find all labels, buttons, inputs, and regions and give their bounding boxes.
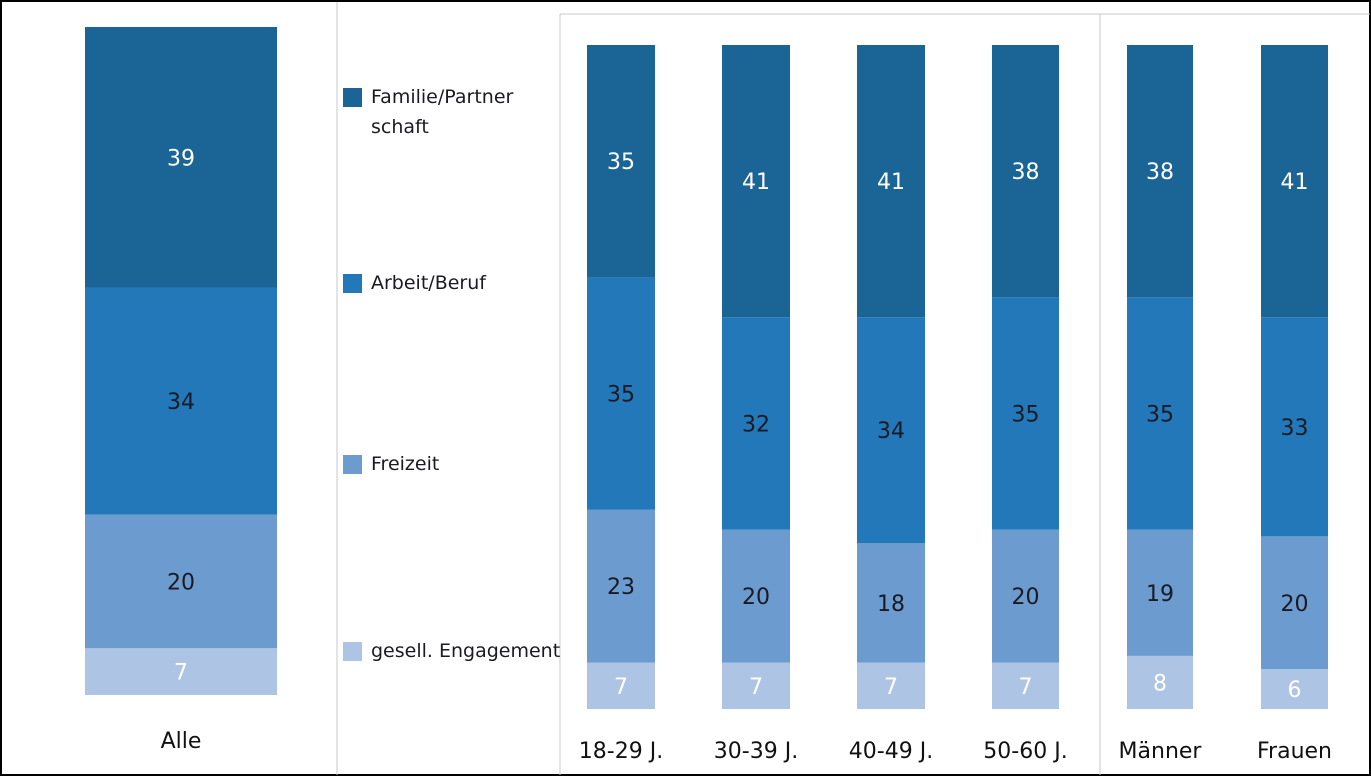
data-label: 34 — [877, 419, 905, 444]
bar-segment — [992, 297, 1059, 530]
bar-segment — [1261, 669, 1328, 709]
data-label: 7 — [884, 675, 898, 700]
data-label: 20 — [742, 585, 770, 610]
bar-segment — [587, 509, 655, 663]
x-tick-label: Alle — [161, 729, 202, 754]
legend-label: gesell. Engagement — [371, 640, 561, 662]
data-label: 39 — [167, 146, 195, 171]
data-label: 32 — [742, 412, 770, 437]
x-tick-label: 18-29 J. — [579, 739, 663, 764]
data-label: 7 — [174, 661, 188, 686]
data-label: 7 — [614, 675, 628, 700]
bar-segment — [722, 317, 790, 530]
data-label: 35 — [1146, 403, 1174, 428]
bar-segment — [857, 45, 925, 318]
data-label: 6 — [1288, 678, 1302, 703]
bar-segment — [722, 529, 790, 663]
bar-segment — [1127, 655, 1193, 709]
data-label: 41 — [1281, 170, 1309, 195]
bar-segment — [857, 662, 925, 709]
bar-segment — [722, 662, 790, 709]
legend-swatch — [343, 642, 362, 661]
bar-segment — [857, 543, 925, 663]
data-label: 38 — [1146, 160, 1174, 185]
x-tick-label: Frauen — [1257, 739, 1332, 764]
bar-segment — [857, 317, 925, 543]
data-label: 20 — [1281, 592, 1309, 617]
data-label: 35 — [607, 383, 635, 408]
data-label: 7 — [749, 675, 763, 700]
data-label: 41 — [742, 170, 770, 195]
data-label: 23 — [607, 575, 635, 600]
legend-label: Familie/Partner schaft — [371, 86, 514, 138]
data-label: 34 — [167, 390, 195, 415]
data-label: 19 — [1146, 582, 1174, 607]
bar-segment — [587, 277, 655, 510]
bar-segment — [1127, 297, 1193, 530]
data-label: 33 — [1281, 416, 1309, 441]
bar-segment — [587, 45, 655, 278]
x-tick-label: 30-39 J. — [714, 739, 798, 764]
bar-segment — [992, 45, 1059, 298]
x-tick-label: Männer — [1119, 739, 1203, 764]
bar-segment — [992, 662, 1059, 709]
data-label: 38 — [1012, 160, 1040, 185]
bar-segment — [85, 514, 277, 649]
data-label: 20 — [167, 570, 195, 595]
legend-swatch — [343, 88, 362, 107]
legend-swatch — [343, 274, 362, 293]
bar-segment — [1127, 529, 1193, 656]
bar-segment — [992, 529, 1059, 663]
bar-segment — [1261, 317, 1328, 537]
legend-swatch — [343, 455, 362, 474]
bar-segment — [85, 27, 277, 288]
bar-segment — [1261, 536, 1328, 670]
x-tick-label: 40-49 J. — [849, 739, 933, 764]
data-label: 35 — [607, 150, 635, 175]
legend-label: Freizeit — [371, 453, 440, 475]
bar-segment — [722, 45, 790, 318]
bar-segment — [85, 648, 277, 695]
bar-segment — [85, 287, 277, 515]
data-label: 8 — [1153, 671, 1167, 696]
bar-segment — [1127, 45, 1193, 298]
data-label: 20 — [1012, 585, 1040, 610]
bar-segment — [1261, 45, 1328, 318]
data-label: 35 — [1012, 403, 1040, 428]
bar-segment — [587, 662, 655, 709]
data-label: 18 — [877, 592, 905, 617]
data-label: 7 — [1019, 675, 1033, 700]
data-label: 41 — [877, 170, 905, 195]
x-tick-label: 50-60 J. — [983, 739, 1067, 764]
legend-label: Arbeit/Beruf — [371, 272, 486, 294]
